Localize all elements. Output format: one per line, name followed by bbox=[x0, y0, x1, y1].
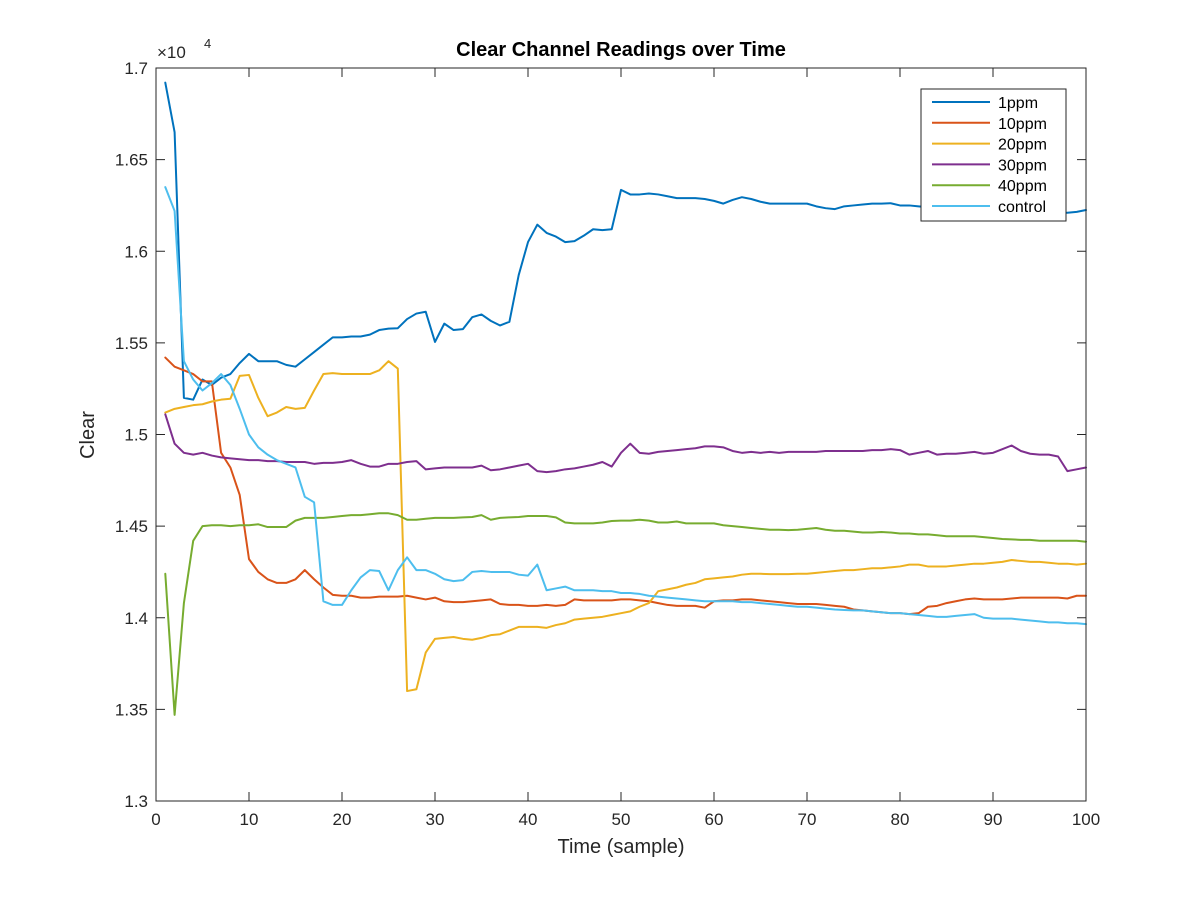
series-line-10ppm bbox=[164, 356, 1087, 616]
y-exponent-label: ×10 4 bbox=[157, 36, 211, 62]
series-line-40ppm bbox=[164, 512, 1087, 716]
legend-label-10ppm: 10ppm bbox=[998, 116, 1047, 133]
series-layer bbox=[164, 81, 1087, 716]
legend-label-30ppm: 30ppm bbox=[998, 157, 1047, 174]
legend-label-40ppm: 40ppm bbox=[998, 178, 1047, 195]
x-tick-label: 90 bbox=[984, 810, 1003, 829]
y-tick-label: 1.7 bbox=[124, 59, 148, 78]
y-tick-label: 1.4 bbox=[124, 609, 148, 628]
legend-label-control: control bbox=[998, 199, 1046, 216]
x-tick-label: 20 bbox=[333, 810, 352, 829]
y-tick-label: 1.5 bbox=[124, 426, 148, 445]
chart-title: Clear Channel Readings over Time bbox=[456, 39, 786, 61]
x-axis-title: Time (sample) bbox=[557, 836, 684, 858]
y-tick-label: 1.65 bbox=[115, 151, 148, 170]
x-tick-label: 50 bbox=[612, 810, 631, 829]
y-tick-label: 1.55 bbox=[115, 334, 148, 353]
x-tick-label: 70 bbox=[798, 810, 817, 829]
y-ticks: 1.3 1.35 1.4 1.45 1.5 1.55 1.6 1.65 1.7 bbox=[115, 59, 1086, 811]
series-line-control bbox=[164, 186, 1087, 626]
exponent-power: 4 bbox=[204, 36, 211, 51]
x-ticks: 0 10 20 30 40 50 60 70 80 90 100 bbox=[151, 68, 1100, 829]
x-tick-label: 100 bbox=[1072, 810, 1100, 829]
legend-label-1ppm: 1ppm bbox=[998, 95, 1038, 112]
x-tick-label: 0 bbox=[151, 810, 160, 829]
exponent-base: ×10 bbox=[157, 43, 186, 62]
x-tick-label: 40 bbox=[519, 810, 538, 829]
legend-label-20ppm: 20ppm bbox=[998, 137, 1047, 154]
series-line-30ppm bbox=[164, 413, 1087, 474]
x-tick-label: 80 bbox=[891, 810, 910, 829]
x-tick-label: 30 bbox=[426, 810, 445, 829]
y-tick-label: 1.45 bbox=[115, 517, 148, 536]
series-line-20ppm bbox=[164, 360, 1087, 693]
legend-box bbox=[920, 88, 1067, 222]
y-tick-label: 1.6 bbox=[124, 242, 148, 261]
x-tick-label: 10 bbox=[240, 810, 259, 829]
legend: 1ppm 10ppm 20ppm 30ppm 40ppm control bbox=[920, 88, 1067, 222]
x-tick-label: 60 bbox=[705, 810, 724, 829]
legend-entries: 1ppm 10ppm 20ppm 30ppm 40ppm control bbox=[932, 95, 1047, 216]
y-tick-label: 1.3 bbox=[124, 792, 148, 811]
y-axis-title: Clear bbox=[77, 411, 99, 459]
y-tick-label: 1.35 bbox=[115, 700, 148, 719]
